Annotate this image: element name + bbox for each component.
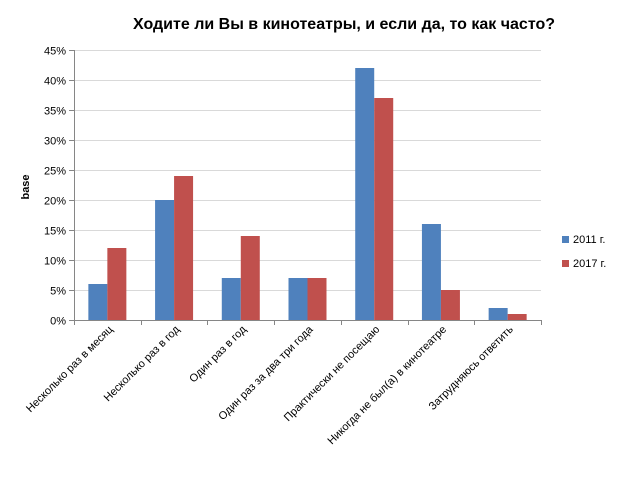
category-label: Один раз в год <box>187 323 249 385</box>
legend-swatch <box>562 260 569 267</box>
category-label: Несколько раз в месяц <box>24 323 116 415</box>
bar-2011-4 <box>355 68 375 320</box>
y-tick-label: 20% <box>44 196 66 208</box>
y-tick-label: 40% <box>44 76 66 88</box>
y-tick-label: 5% <box>50 286 66 298</box>
bar-2017-3 <box>307 278 327 320</box>
bar-2017-2 <box>240 236 260 320</box>
bar-2011-3 <box>288 278 308 320</box>
y-axis-label: base <box>20 174 32 199</box>
bar-2011-6 <box>488 308 508 320</box>
category-label: Несколько раз в год <box>102 323 183 404</box>
category-label: Никогда не был(а) в кинотеатре <box>326 324 449 447</box>
axes <box>74 50 542 325</box>
y-tick-label: 45% <box>44 46 66 58</box>
y-tick-label: 25% <box>44 166 66 178</box>
bar-2011-5 <box>421 224 441 320</box>
y-tick-label: 10% <box>44 256 66 268</box>
bar-2011-0 <box>88 284 108 320</box>
y-tick-label: 35% <box>44 106 66 118</box>
y-tick-labels: 0% 5% 10% 15% 20% 25% 30% 35% 40% 45% <box>44 46 66 328</box>
bar-2017-0 <box>107 248 127 320</box>
bar-2017-6 <box>507 314 527 320</box>
bar-2017-5 <box>440 290 460 320</box>
legend-swatch <box>562 236 569 243</box>
y-tick-label: 0% <box>50 316 66 328</box>
bar-2011-1 <box>155 200 175 320</box>
legend-label: 2011 г. <box>573 234 605 246</box>
bar-2017-1 <box>174 176 194 320</box>
bars <box>88 68 527 320</box>
legend-label: 2017 г. <box>573 258 606 270</box>
y-tick-label: 15% <box>44 226 66 238</box>
bar-2017-4 <box>374 98 394 320</box>
chart-title: Ходите ли Вы в кинотеатры, и если да, то… <box>133 16 555 33</box>
y-tick-label: 30% <box>44 136 66 148</box>
legend: 2011 г. 2017 г. <box>562 234 606 270</box>
bar-2011-2 <box>221 278 241 320</box>
gridlines <box>69 50 541 321</box>
